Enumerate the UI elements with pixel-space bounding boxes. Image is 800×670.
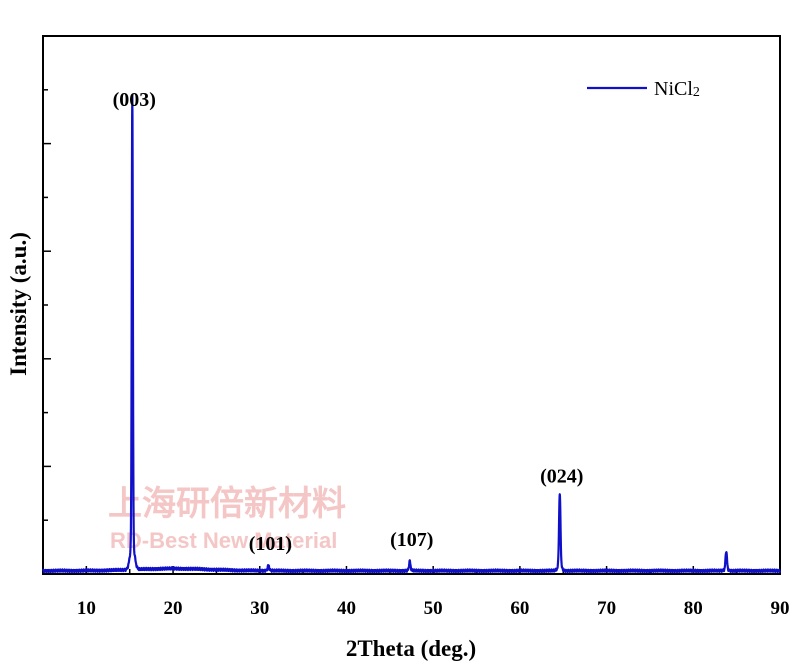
- x-tick-label: 20: [164, 598, 183, 619]
- peak-label: (107): [390, 529, 433, 551]
- peak-label: (101): [249, 533, 292, 555]
- x-tick-label: 50: [424, 598, 443, 619]
- x-tick-label: 40: [337, 598, 356, 619]
- legend: NiCl2: [587, 78, 700, 100]
- peak-label: (024): [540, 466, 583, 488]
- x-tick-label: 80: [684, 598, 703, 619]
- watermark: 上海研倍新材料 RD-Best New Material: [108, 484, 346, 553]
- x-tick-label: 10: [77, 598, 96, 619]
- y-axis-ticks: [43, 89, 51, 521]
- x-tick-label: 70: [597, 598, 616, 619]
- series-line-nicl2: [41, 93, 782, 574]
- watermark-english: RD-Best New Material: [110, 528, 337, 553]
- y-axis-title: Intensity (a.u.): [6, 232, 31, 376]
- x-axis-tick-labels: 10 20 30 40 50 60 70 80 90: [77, 598, 790, 619]
- peak-label: (003): [113, 89, 156, 111]
- x-axis-title: 2Theta (deg.): [346, 636, 476, 661]
- watermark-chinese: 上海研倍新材料: [108, 484, 346, 524]
- x-tick-label: 60: [510, 598, 529, 619]
- legend-series-subscript: 2: [693, 85, 700, 100]
- x-tick-label: 90: [771, 598, 790, 619]
- peak-labels: (003) (101) (107) (024): [113, 89, 584, 555]
- legend-series-name: NiCl: [654, 78, 693, 100]
- x-tick-label: 30: [250, 598, 269, 619]
- legend-label: NiCl2: [654, 78, 700, 100]
